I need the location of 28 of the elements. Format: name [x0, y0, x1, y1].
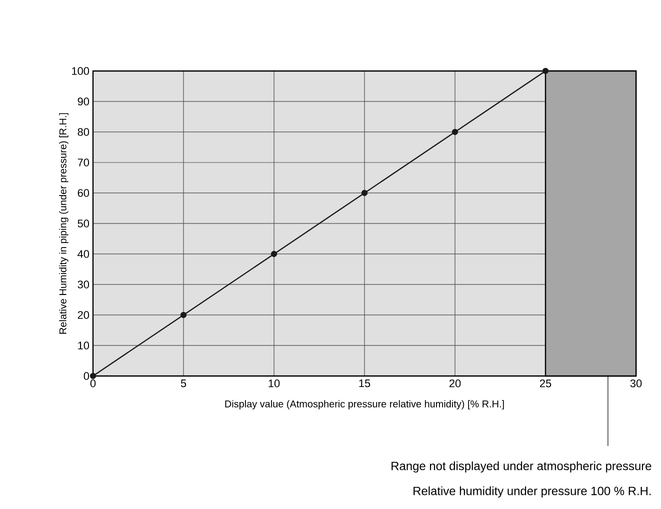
point: [361, 190, 368, 196]
y-tick-label: 30: [78, 280, 90, 288]
y-tick-label: 70: [78, 158, 90, 166]
y-tick-label: 90: [78, 98, 90, 106]
text: Relative humidity under pressure 100 % R.H.: [414, 486, 651, 498]
y-tick-label: 100: [72, 67, 90, 75]
point: [542, 68, 549, 74]
x-tick-label: 10: [268, 380, 280, 388]
point: [270, 250, 278, 258]
y-axis-title: Relative Humidity in piping (under pressure) [R.H.]: [59, 113, 68, 334]
y-tick-label: 60: [78, 189, 90, 197]
point: [180, 312, 187, 318]
y-tick-label: 40: [78, 250, 90, 258]
y-tick-label: 50: [78, 220, 90, 228]
x-tick-label: 30: [630, 380, 642, 388]
x-tick-label: 20: [449, 380, 461, 388]
y-tick-label: 20: [78, 311, 90, 319]
y-tick-label: 80: [78, 128, 90, 136]
x-tick-label: 0: [90, 380, 96, 388]
y-tick-label: 0: [84, 372, 90, 380]
x-tick-label: 15: [359, 380, 370, 388]
x-tick-label: 5: [180, 380, 186, 388]
x-tick-label: 25: [540, 380, 552, 388]
point: [452, 128, 458, 136]
y-tick-label: 10: [78, 342, 90, 350]
point: [90, 372, 96, 380]
text: Range not displayed under atmospheric pressure: [392, 461, 652, 473]
x-axis-title: Display value (Atmospheric pressure relative humidity) [% R.H.]: [225, 400, 504, 410]
